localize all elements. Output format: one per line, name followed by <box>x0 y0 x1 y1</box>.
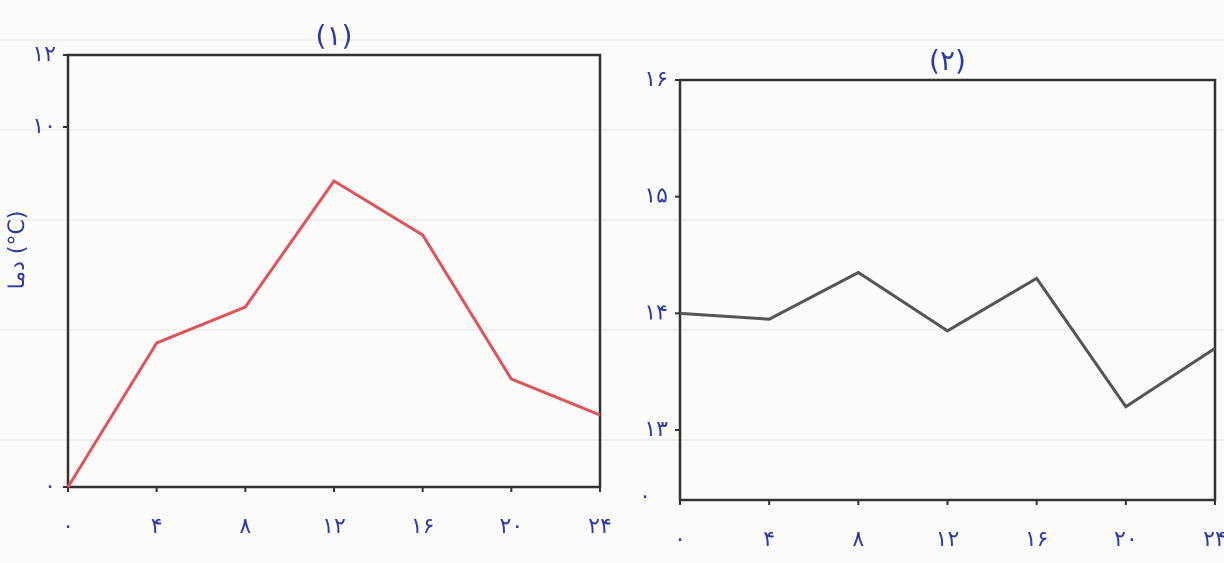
x-tick-label: ۴ <box>151 514 163 539</box>
y-axis-label: دما (°C) <box>5 211 30 290</box>
x-tick-label: ۲۰ <box>1114 527 1138 552</box>
y-tick-label: ۱۰ <box>32 114 56 139</box>
x-tick-label: ۸ <box>852 527 864 552</box>
y-tick-label: ۱۶ <box>644 67 668 92</box>
x-tick-label: ۲۰ <box>500 514 524 539</box>
x-tick-label: ۲۴ <box>588 514 612 539</box>
chart-title: (۲) <box>929 44 966 77</box>
y-tick-label: ۱۲ <box>32 42 56 67</box>
x-tick-label: ۲۴ <box>1203 527 1224 552</box>
x-tick-label: ۸ <box>239 514 251 539</box>
data-line <box>679 270 1216 409</box>
origin-label: ۰ <box>639 484 651 509</box>
x-tick-label: ۰ <box>674 527 686 552</box>
x-tick-label: ۱۶ <box>1025 527 1049 552</box>
y-tick-label: ۱۴ <box>644 300 668 325</box>
chart-title: (۱) <box>316 19 353 52</box>
y-tick-label: ۰ <box>44 474 56 499</box>
y-tick-label: ۱۳ <box>644 417 668 442</box>
x-tick-label: ۱۲ <box>936 527 960 552</box>
paper-rules <box>0 39 1224 441</box>
plot-frame <box>678 78 1217 502</box>
x-tick-label: ۱۶ <box>411 514 435 539</box>
x-tick-label: ۱۲ <box>322 514 346 539</box>
data-line <box>66 178 601 488</box>
y-tick-label: ۱۵ <box>644 184 668 209</box>
plot-frame <box>66 53 602 489</box>
x-tick-label: ۴ <box>763 527 775 552</box>
x-tick-label: ۰ <box>62 514 74 539</box>
